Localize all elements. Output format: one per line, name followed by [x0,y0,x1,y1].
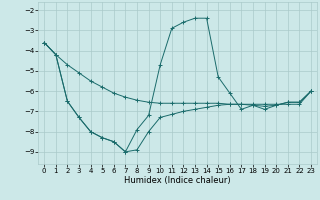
X-axis label: Humidex (Indice chaleur): Humidex (Indice chaleur) [124,176,231,185]
